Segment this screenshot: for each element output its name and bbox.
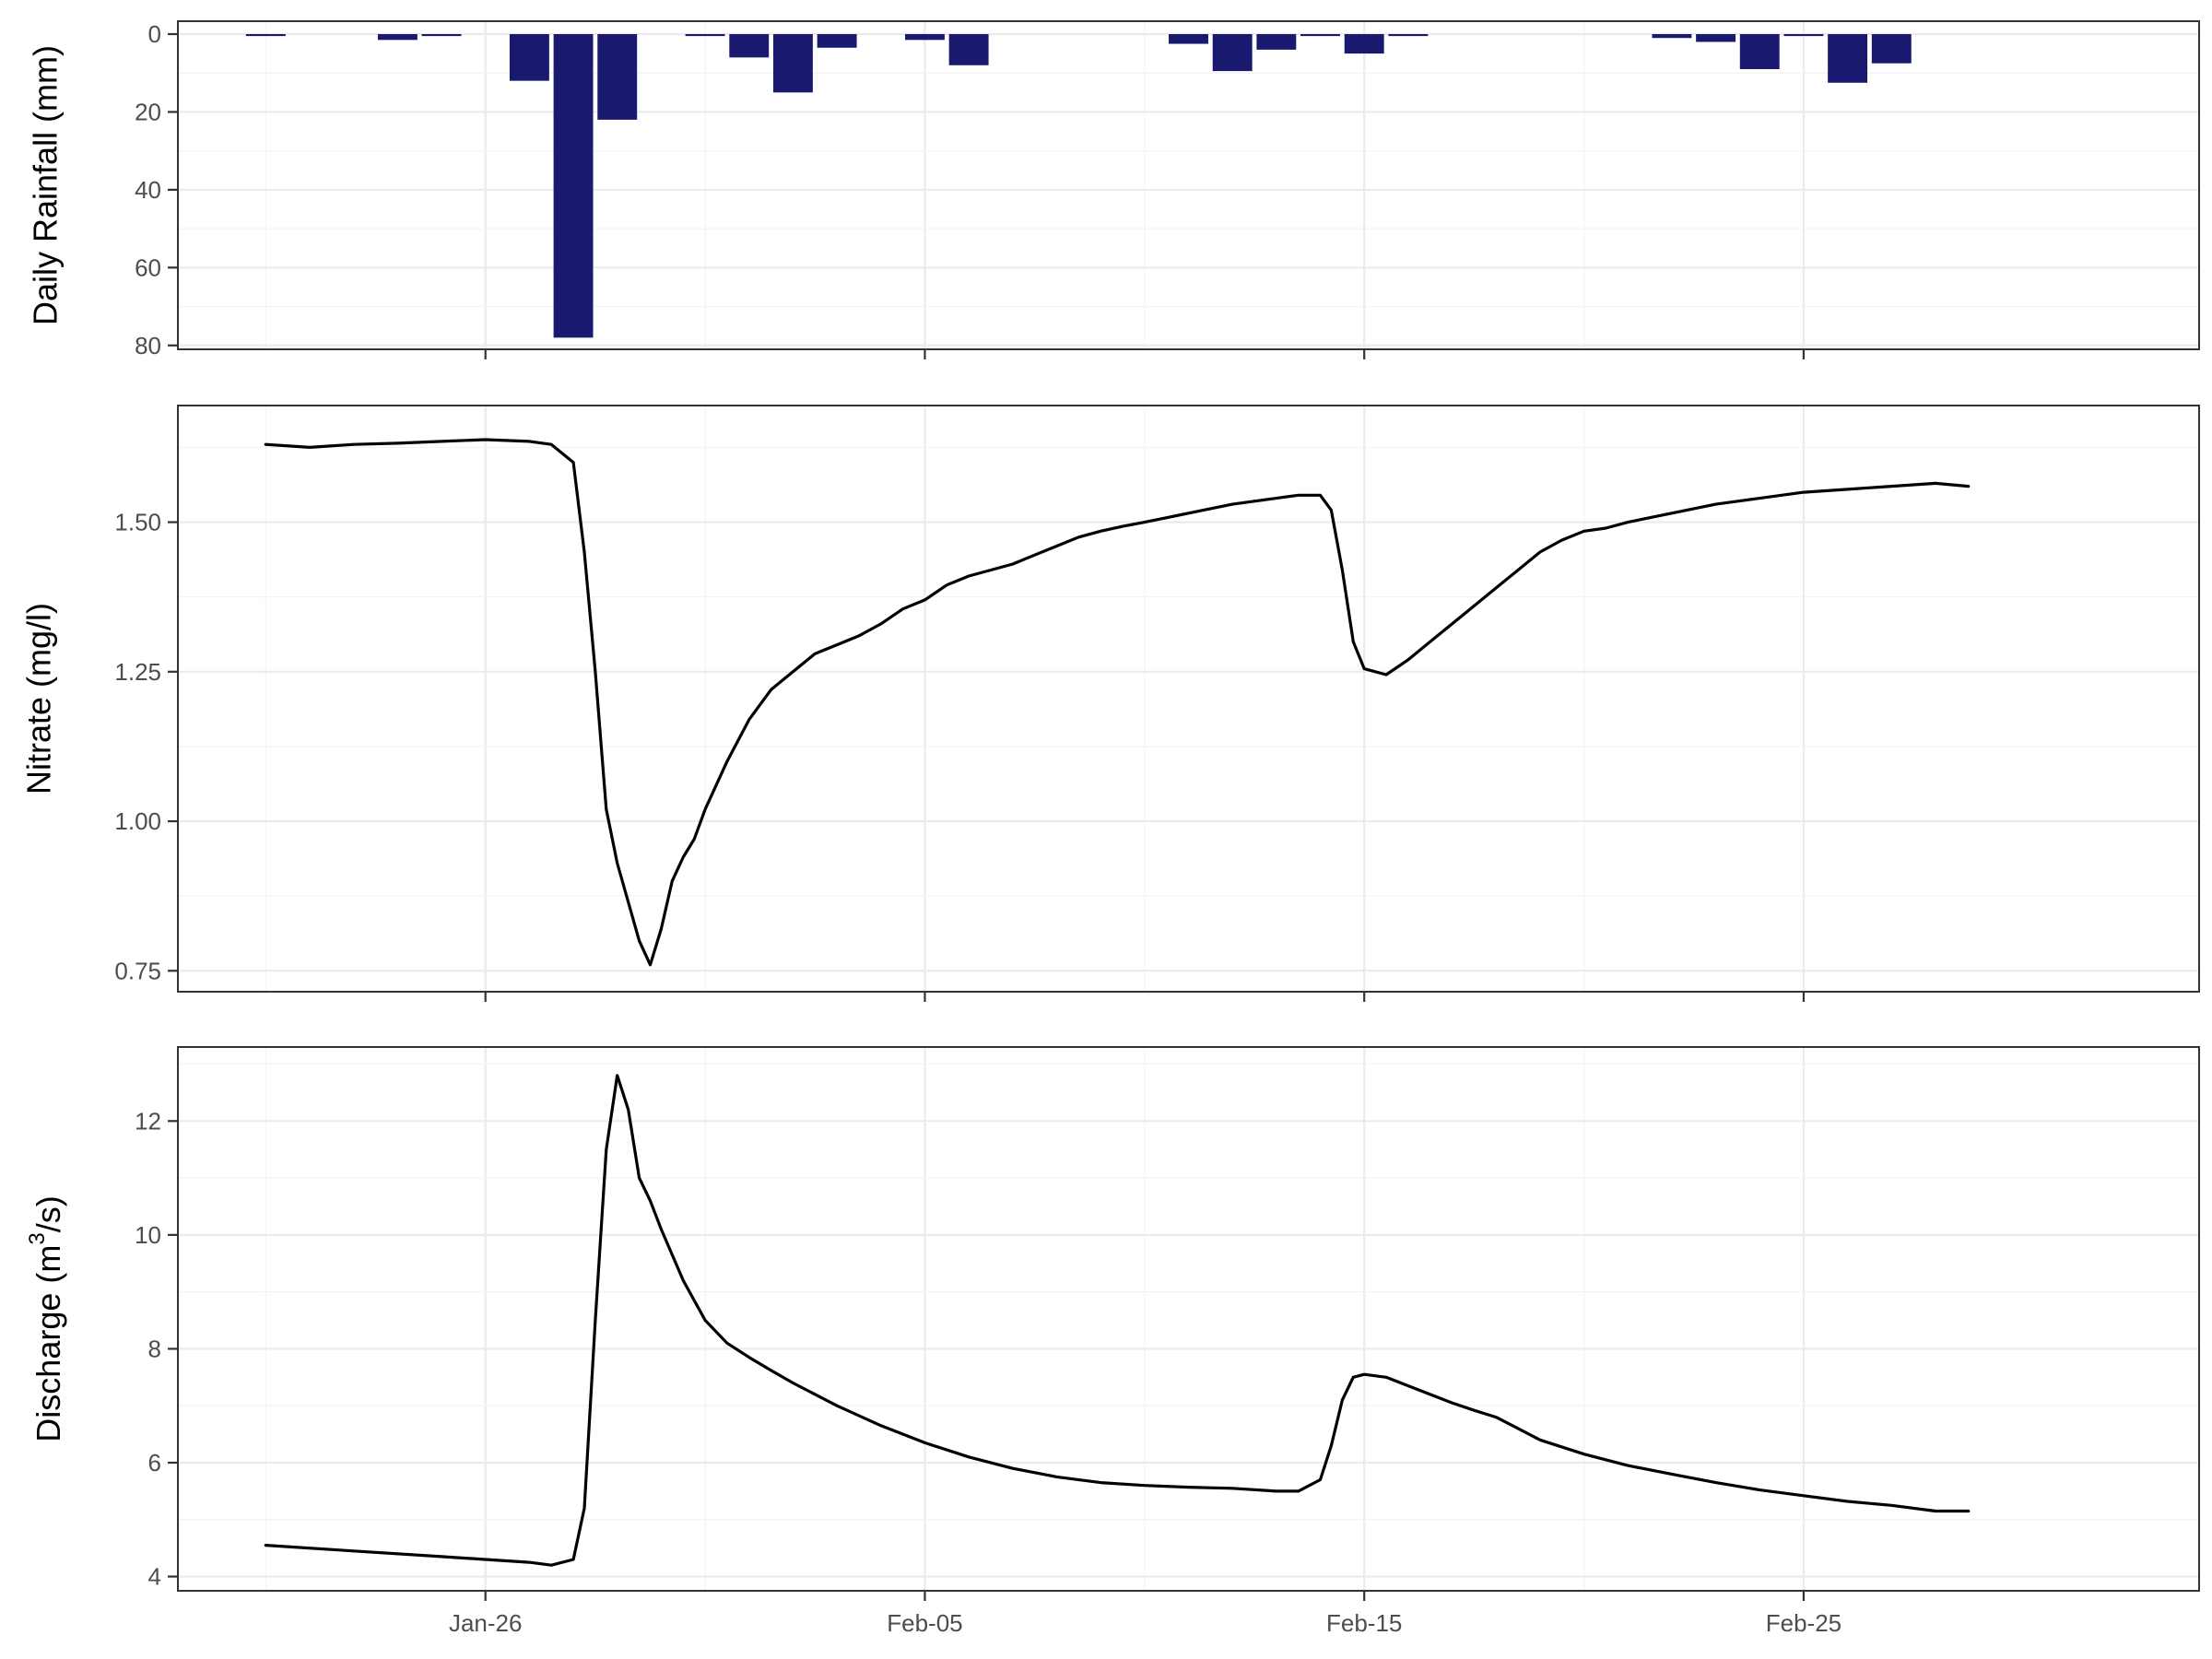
rainfall-bar — [772, 34, 813, 93]
rainfall-bar — [1344, 34, 1384, 54]
y-tick-label: 1.25 — [114, 658, 161, 686]
discharge-y-axis-title-main: Discharge (m — [29, 1245, 67, 1442]
discharge-y-axis-title-suffix: /s) — [29, 1195, 67, 1232]
rainfall-bar — [1739, 34, 1780, 69]
rainfall-bar — [1256, 34, 1297, 50]
rainfall-bar — [377, 34, 418, 41]
rainfall-bar — [245, 34, 286, 37]
discharge-y-gridlines — [178, 1063, 2199, 1578]
rainfall-bars — [245, 34, 1912, 338]
discharge-y-axis: 4 6 8 10 12 — [135, 1107, 178, 1591]
rainfall-bar — [597, 34, 638, 120]
nitrate-x-ticks — [484, 992, 1806, 1002]
rainfall-bar — [905, 34, 945, 41]
x-tick-label: Feb-15 — [1326, 1609, 1402, 1637]
nitrate-panel: 0.75 1.00 1.25 1.50 Nitrate (mg/l) — [20, 405, 2200, 1002]
nitrate-y-axis: 0.75 1.00 1.25 1.50 — [114, 509, 178, 984]
x-tick-label: Feb-25 — [1766, 1609, 1841, 1637]
rainfall-panel-border — [177, 20, 2200, 350]
nitrate-y-gridlines — [178, 446, 2199, 972]
rainfall-y-axis-title: Daily Rainfall (mm) — [27, 45, 65, 325]
rainfall-bar — [1696, 34, 1736, 42]
discharge-panel-background — [178, 1047, 2199, 1591]
discharge-y-axis-title-superscript: 3 — [25, 1232, 50, 1244]
y-tick-label: 8 — [148, 1335, 161, 1362]
rainfall-bar — [1828, 34, 1868, 83]
nitrate-series-line — [264, 438, 1971, 967]
y-tick-label: 12 — [135, 1107, 161, 1135]
x-tick-label: Feb-05 — [887, 1609, 962, 1637]
y-tick-label: 60 — [135, 253, 161, 281]
discharge-series-line — [264, 1074, 1971, 1567]
discharge-panel-border — [177, 1046, 2200, 1592]
rainfall-x-ticks — [484, 349, 1806, 359]
y-tick-label: 0 — [148, 20, 161, 48]
y-tick-label: 0.75 — [114, 957, 161, 984]
y-tick-label: 1.50 — [114, 509, 161, 536]
y-tick-label: 6 — [148, 1449, 161, 1477]
rainfall-bar — [1652, 34, 1692, 39]
rainfall-x-gridlines — [265, 21, 1806, 349]
rainfall-bar — [509, 34, 549, 81]
x-tick-label: Jan-26 — [449, 1609, 523, 1637]
rainfall-bar — [1300, 34, 1340, 37]
rainfall-bar — [685, 34, 725, 37]
rainfall-bar — [421, 34, 462, 37]
nitrate-y-axis-title: Nitrate (mg/l) — [20, 603, 58, 794]
rainfall-bar — [1388, 34, 1429, 37]
nitrate-x-gridlines — [265, 406, 1806, 992]
y-tick-label: 1.00 — [114, 807, 161, 835]
rainfall-bar — [553, 34, 594, 338]
nitrate-panel-border — [177, 405, 2200, 993]
y-tick-label: 4 — [148, 1563, 161, 1591]
discharge-y-axis-title: Discharge (m3/s) — [25, 1195, 66, 1441]
rainfall-panel-background — [178, 21, 2199, 349]
rainfall-bar — [1783, 34, 1824, 37]
rainfall-bar — [1871, 34, 1912, 64]
rainfall-panel: 0 20 40 60 80 Daily Rainfall (mm) — [27, 20, 2200, 359]
y-tick-label: 10 — [135, 1221, 161, 1249]
rainfall-bar — [948, 34, 989, 65]
discharge-x-axis: Jan-26 Feb-05 Feb-15 Feb-25 — [449, 1591, 1841, 1637]
rainfall-bar — [729, 34, 770, 58]
rainfall-bar — [1212, 34, 1253, 72]
y-tick-label: 40 — [135, 176, 161, 204]
rainfall-bar — [1169, 34, 1208, 44]
rainfall-bar — [817, 34, 857, 48]
discharge-panel: 4 6 8 10 12 Jan-26 Feb-05 Feb-15 Feb-25 Dischar… — [25, 1046, 2200, 1637]
rainfall-y-axis: 0 20 40 60 80 — [135, 20, 178, 359]
y-tick-label: 20 — [135, 98, 161, 125]
nitrate-panel-background — [178, 406, 2199, 992]
y-tick-label: 80 — [135, 332, 161, 359]
